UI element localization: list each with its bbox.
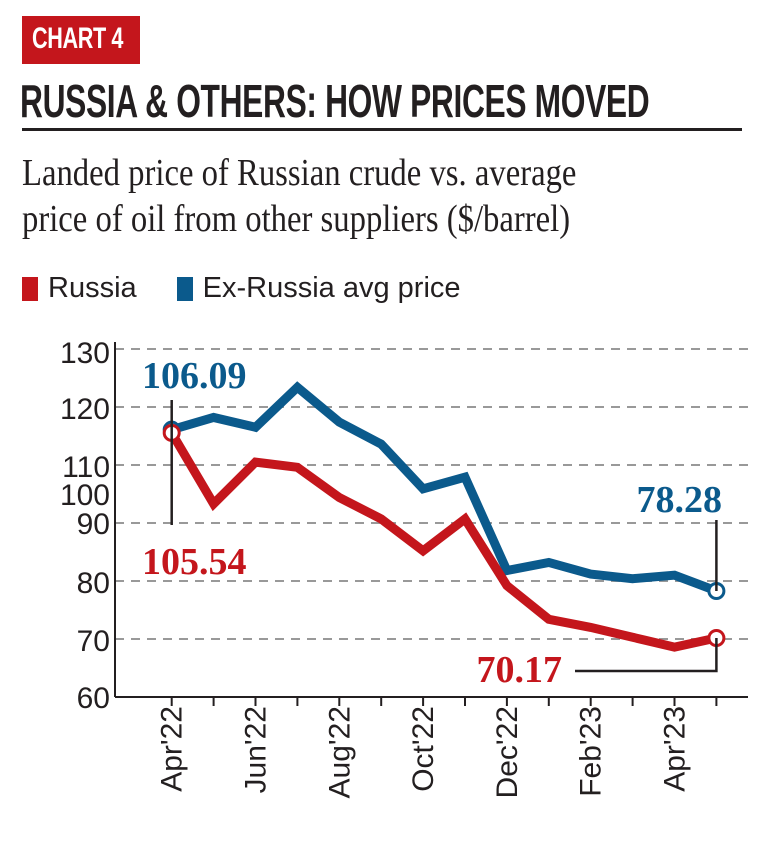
y-tick-label: 110 [62, 451, 110, 484]
y-tick-label: 100 [60, 479, 110, 512]
legend-item-russia: Russia [22, 272, 137, 305]
legend-label-ex-russia: Ex-Russia avg price [202, 272, 461, 304]
legend-label-russia: Russia [48, 272, 137, 304]
x-tick-label: Feb'23 [575, 706, 608, 797]
y-tick-label: 70 [77, 625, 110, 658]
y-tick-label: 120 [60, 393, 110, 426]
leader-line-end-russia [575, 638, 718, 673]
x-tick-label: Jun'22 [240, 706, 273, 793]
x-tick-label: Dec'22 [491, 706, 524, 798]
chart-number-badge: CHART 4 [22, 16, 140, 64]
x-tick-label: Oct'22 [407, 706, 440, 792]
subtitle-line-1: Landed price of Russian crude vs. averag… [22, 152, 577, 194]
x-tick-label: Aug'22 [323, 706, 356, 798]
y-tick-label: 60 [77, 682, 110, 715]
data-label: 105.54 [142, 541, 247, 583]
title-divider [22, 128, 742, 131]
data-label: 78.28 [637, 479, 723, 521]
russia-line [167, 430, 718, 652]
subtitle-line-2: price of oil from other suppliers ($/bar… [22, 198, 571, 240]
x-tick-label: Apr'23 [659, 706, 692, 792]
legend-swatch-ex-russia [176, 276, 193, 301]
x-tick-label: Apr'22 [156, 706, 189, 792]
y-tick-label: 80 [77, 567, 110, 600]
y-tick-label: 130 [60, 337, 110, 370]
data-label: 106.09 [142, 355, 247, 397]
legend-item-ex-russia: Ex-Russia avg price [176, 272, 461, 305]
legend-swatch-russia [22, 276, 38, 301]
data-label: 70.17 [477, 649, 563, 691]
chart-title: RUSSIA & OTHERS: HOW PRICES MOVED [20, 75, 650, 127]
y-tick-label: 90 [77, 508, 110, 541]
chart-subtitle: Landed price of Russian crude vs. averag… [22, 150, 576, 242]
legend: Russia Ex-Russia avg price [22, 272, 501, 305]
badge-label: CHART 4 [32, 22, 124, 55]
ex-russia-line [170, 381, 718, 596]
